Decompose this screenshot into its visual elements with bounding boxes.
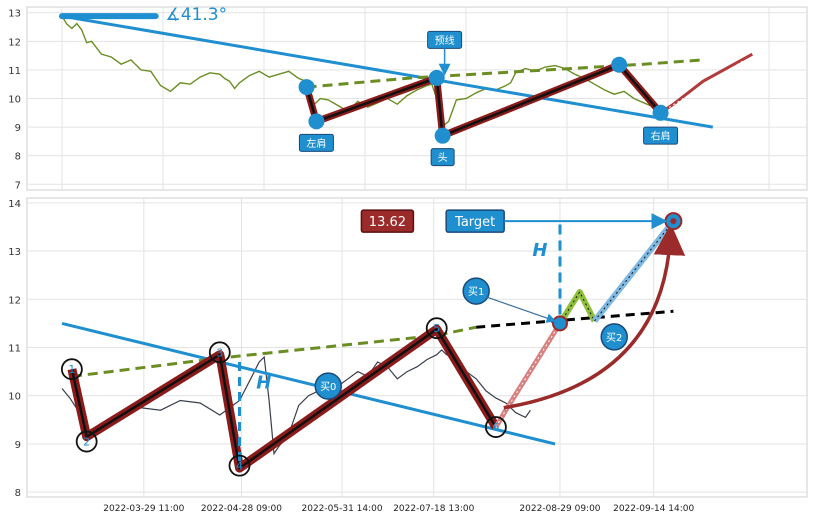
- bottom-target-label: Target: [454, 215, 495, 230]
- top-pattern-marker: [308, 113, 325, 130]
- bottom-point-ring: [425, 317, 448, 340]
- bottom-point-ring: [208, 341, 231, 364]
- top-y-tick-label: 13: [8, 9, 21, 20]
- bottom-y-tick-label: 14: [8, 199, 21, 210]
- top-annotation-label: 预线: [435, 34, 455, 47]
- bottom-target-point-core: [670, 218, 677, 225]
- bottom-y-tick-label: 12: [8, 295, 21, 306]
- bottom-pattern-line: [70, 327, 497, 470]
- bottom-point-label: 1: [68, 363, 75, 376]
- bottom-trend-line: [61, 321, 556, 446]
- top-y-tick-label: 12: [8, 37, 21, 48]
- bottom-path-up-dots: [495, 323, 561, 428]
- top-annotation-label: 左肩: [306, 137, 326, 150]
- top-y-tick-label: 7: [15, 180, 21, 191]
- top-projection-dots: [660, 60, 743, 114]
- top-angle-label: ∡41.3°: [166, 5, 228, 25]
- bottom-breakout-point: [551, 315, 568, 332]
- top-pattern-marker: [652, 104, 669, 121]
- bottom-buy1-arrow: [485, 296, 557, 323]
- top-annotation-label: 右肩: [651, 130, 671, 143]
- top-annotation-box: [427, 30, 463, 49]
- bottom-zigzag: [557, 289, 598, 325]
- top-pattern-marker: [428, 69, 445, 86]
- top-annotation-label: 头: [438, 152, 448, 164]
- bottom-point-ring: [60, 358, 83, 381]
- bottom-x-tick-label: 2022-04-28 09:00: [201, 504, 282, 514]
- bottom-target-value-box: [360, 209, 415, 233]
- bottom-x-tick-label: 2022-07-18 13:00: [393, 504, 474, 514]
- bottom-point-label: 4: [236, 460, 243, 473]
- bottom-y-tick-label: 9: [15, 440, 21, 451]
- bottom-x-tick-label: 2022-08-29 09:00: [519, 504, 600, 514]
- bottom-point-label: 6: [492, 421, 499, 434]
- top-pattern-marker: [611, 56, 628, 73]
- bottom-point-ring: [228, 454, 251, 477]
- bottom-target-value: 13.62: [369, 215, 406, 230]
- bottom-buy-label: 买1: [468, 286, 484, 298]
- bottom-y-tick-label: 10: [8, 392, 21, 403]
- top-trend-line: [61, 14, 714, 129]
- top-panel: 7 8 9 10 11 12 13 ∡41.3° 左肩头 右肩 预线: [8, 5, 808, 191]
- top-y-tick-label: 10: [8, 95, 21, 106]
- bottom-point-label: 2: [83, 436, 90, 449]
- bottom-buy-label: 买0: [320, 381, 336, 393]
- bottom-y-tick-label: 8: [15, 488, 21, 499]
- bottom-x-tick-label: 2022-03-29 11:00: [103, 504, 184, 514]
- bottom-neckline: [71, 325, 477, 378]
- bottom-buy-marker: [600, 323, 628, 351]
- top-y-tick-label: 11: [8, 66, 21, 77]
- bottom-x-tick-label: 2022-05-31 14:00: [302, 504, 383, 514]
- top-pattern-marker: [434, 127, 451, 144]
- top-annotation-box: [643, 126, 679, 145]
- bottom-curve-arrow: [503, 223, 686, 410]
- bottom-buy-marker: [462, 277, 490, 305]
- bottom-x-tick-label: 2022-09-14 14:00: [613, 504, 694, 514]
- bottom-y-tick-label: 13: [8, 247, 21, 258]
- bottom-buy-marker: [314, 372, 342, 400]
- bottom-point-label: 5: [433, 322, 440, 335]
- top-pattern-marker: [298, 79, 315, 96]
- bottom-h-label-right: H: [532, 240, 547, 261]
- bottom-extension-line: [476, 309, 674, 329]
- top-annotation-box: [430, 148, 455, 167]
- top-y-tick-label: 8: [15, 152, 21, 163]
- bottom-point-label: 3: [216, 346, 223, 359]
- bottom-point-ring: [75, 430, 98, 453]
- bottom-h-label-left: H: [256, 372, 271, 393]
- top-annotation-box: [298, 133, 334, 152]
- top-neckline: [306, 58, 704, 89]
- bottom-y-tick-label: 11: [8, 344, 21, 355]
- bottom-point-ring: [484, 416, 507, 438]
- bottom-buy-label: 买2: [606, 332, 622, 344]
- top-y-tick-label: 9: [15, 123, 21, 134]
